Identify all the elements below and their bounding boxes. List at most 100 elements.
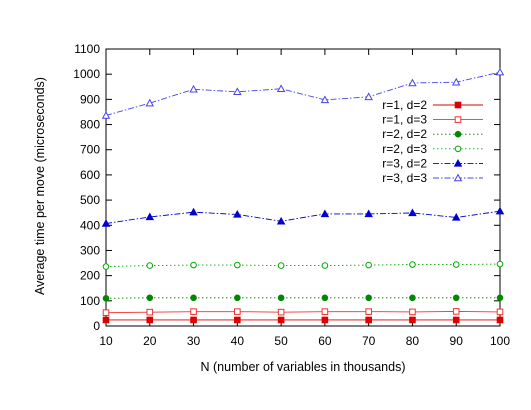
legend-marker — [453, 158, 463, 167]
legend-label: r=3, d=3 — [382, 171, 427, 185]
x-tick-label: 50 — [274, 334, 288, 348]
data-point — [190, 316, 197, 324]
data-point — [452, 316, 460, 324]
y-tick-label: 800 — [80, 118, 100, 132]
data-point — [320, 95, 330, 104]
data-point — [321, 294, 329, 302]
data-point — [146, 262, 154, 269]
y-tick-label: 900 — [80, 92, 100, 106]
x-tick-label: 70 — [362, 334, 376, 348]
y-tick-label: 100 — [80, 294, 100, 308]
data-point — [452, 294, 460, 302]
data-point — [277, 316, 285, 324]
data-point — [364, 92, 373, 101]
axis-ticks: 0 100 200 300 400 500 600 700 800 900 1000 1100 10 20… — [73, 42, 510, 348]
data-point — [496, 260, 504, 268]
data-point — [452, 261, 460, 268]
x-tick-label: 10 — [99, 334, 113, 348]
series-line — [105, 297, 500, 299]
y-tick-label: 300 — [80, 243, 100, 257]
data-point — [409, 261, 416, 268]
data-point — [189, 84, 198, 93]
data-point — [276, 216, 286, 225]
legend-marker — [454, 145, 462, 153]
data-point — [102, 295, 110, 302]
data-point — [365, 316, 372, 324]
legend-label: r=1, d=3 — [382, 113, 427, 127]
data-point — [102, 316, 110, 324]
data-point — [189, 207, 198, 216]
data-point — [409, 316, 416, 324]
data-point — [145, 98, 155, 107]
data-point — [101, 219, 111, 227]
data-series — [101, 67, 505, 324]
data-point — [365, 308, 372, 315]
series-3 — [102, 294, 504, 302]
x-axis-label: N (number of variables in thousands) — [201, 360, 406, 374]
y-tick-label: 1000 — [73, 67, 100, 81]
data-point — [365, 261, 372, 269]
x-tick-label: 40 — [231, 334, 245, 348]
legend-item-6: r=3, d=3 — [382, 171, 483, 185]
data-point — [190, 294, 197, 302]
series-6 — [101, 67, 505, 119]
series-line — [105, 71, 501, 116]
data-point — [409, 294, 416, 302]
data-point — [146, 316, 154, 324]
x-tick-label: 100 — [490, 334, 510, 348]
y-tick-label: 0 — [93, 319, 100, 333]
data-point — [364, 209, 373, 218]
series-line — [105, 310, 501, 314]
data-point — [451, 213, 461, 221]
data-point — [495, 67, 505, 76]
legend-label: r=3, d=2 — [382, 156, 427, 170]
y-tick-label: 600 — [80, 168, 100, 182]
data-point — [365, 294, 372, 302]
data-point — [101, 111, 111, 119]
data-point — [233, 87, 242, 96]
x-tick-label: 60 — [318, 334, 332, 348]
data-point — [321, 316, 329, 324]
legend-item-2: r=1, d=3 — [382, 113, 483, 127]
y-tick-label: 200 — [80, 269, 100, 283]
legend-marker — [454, 116, 462, 123]
series-5 — [101, 206, 505, 227]
data-point — [451, 77, 461, 86]
data-point — [146, 294, 154, 302]
data-point — [146, 308, 154, 316]
series-line — [105, 263, 501, 268]
legend-label: r=1, d=2 — [382, 98, 427, 112]
data-point — [233, 210, 242, 218]
data-point — [190, 261, 197, 269]
series-line — [105, 210, 501, 224]
data-point — [408, 208, 417, 217]
legend-label: r=2, d=3 — [382, 142, 427, 156]
legend-marker — [453, 173, 463, 182]
series-1 — [102, 316, 504, 324]
legend-item-3: r=2, d=2 — [382, 127, 483, 141]
data-point — [102, 263, 110, 270]
series-4 — [102, 260, 504, 270]
data-point — [495, 206, 505, 215]
data-point — [452, 308, 460, 315]
data-point — [409, 308, 416, 316]
data-point — [277, 262, 285, 269]
legend: r=1, d=2r=1, d=3r=2, d=2r=2, d=3r=3, d=2… — [382, 98, 483, 185]
data-point — [277, 294, 285, 302]
data-point — [321, 262, 329, 269]
data-point — [496, 294, 504, 302]
data-point — [276, 84, 286, 93]
y-tick-label: 400 — [80, 218, 100, 232]
data-point — [320, 209, 330, 218]
data-point — [496, 308, 504, 316]
y-tick-label: 1100 — [74, 42, 100, 56]
x-tick-label: 30 — [187, 334, 201, 348]
x-tick-label: 90 — [450, 334, 464, 348]
data-point — [190, 308, 197, 315]
legend-item-4: r=2, d=3 — [382, 142, 483, 156]
data-point — [277, 308, 285, 316]
legend-item-1: r=1, d=2 — [382, 98, 483, 112]
y-axis-label: Average time per move (microseconds) — [33, 77, 47, 295]
